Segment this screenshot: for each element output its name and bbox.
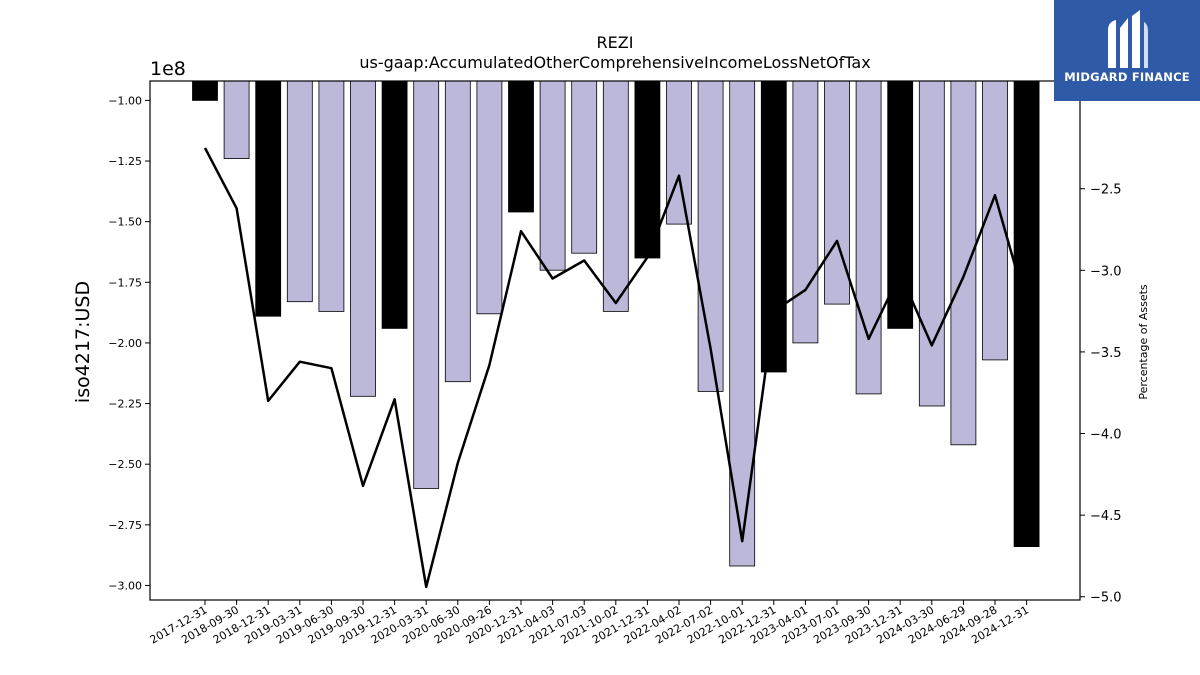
y-tick-label: −2.50 — [108, 458, 142, 471]
bar-2019-06-30 — [318, 80, 345, 312]
bar-2017-12-31 — [192, 80, 218, 101]
y-offset-label: 1e8 — [150, 58, 186, 80]
bar-2018-12-31 — [255, 80, 282, 317]
line-layer — [203, 147, 1028, 589]
bar-2020-09-26 — [476, 80, 503, 315]
y-tick-label: −2.00 — [108, 337, 142, 350]
brand-name: MIDGARD FINANCE — [1064, 70, 1190, 84]
y2-tick-label: −3.0 — [1090, 264, 1122, 279]
bar-2021-07-03 — [571, 80, 598, 254]
bar-2021-10-02 — [602, 80, 629, 312]
y-tick-label: −2.75 — [108, 519, 142, 532]
bar-2019-09-30 — [350, 80, 376, 397]
bar-2024-12-31 — [1013, 80, 1040, 548]
y-axis-label: iso4217:USD — [72, 281, 94, 403]
y2-tick-label: −4.0 — [1090, 428, 1122, 443]
bar-2023-09-30 — [855, 80, 882, 395]
bar-2023-12-31 — [887, 80, 914, 329]
bar-2022-12-31 — [760, 80, 787, 373]
y-tick-label: −1.75 — [108, 276, 142, 289]
y2-tick-label: −3.5 — [1090, 346, 1122, 361]
chart-subtitle: us-gaap:AccumulatedOtherComprehensiveInc… — [359, 53, 870, 72]
y2-tick-label: −2.5 — [1090, 183, 1122, 198]
percentage-line — [203, 147, 1028, 589]
y2-axis-label: Percentage of Assets — [1137, 284, 1150, 400]
bar-2022-07-02 — [697, 80, 724, 392]
plot-frame — [149, 80, 1081, 601]
y-tick-label: −3.00 — [108, 579, 142, 592]
y-tick-label: −1.00 — [108, 94, 142, 107]
y-tick-label: −1.25 — [108, 155, 142, 168]
chart-title: REZI — [597, 33, 634, 52]
bar-layer — [192, 80, 1040, 567]
bar-2024-03-30 — [918, 80, 945, 407]
bar-2020-03-31 — [413, 80, 440, 489]
y-tick-label: −1.50 — [108, 216, 142, 229]
bar-2020-12-31 — [508, 80, 534, 213]
bar-2021-12-31 — [634, 80, 661, 259]
bar-2021-04-03 — [539, 80, 566, 271]
bar-2022-04-02 — [666, 80, 692, 225]
y-tick-label: −2.25 — [108, 398, 142, 411]
y2-tick-label: −4.5 — [1090, 509, 1122, 524]
bar-2024-06-29 — [950, 80, 977, 446]
bar-2018-09-30 — [223, 80, 250, 159]
bar-2023-04-01 — [792, 80, 819, 344]
midgard-logo-icon — [1108, 10, 1148, 68]
bar-2019-03-31 — [286, 80, 313, 303]
brand-logo: MIDGARD FINANCE — [1054, 0, 1200, 101]
bar-2019-12-31 — [381, 80, 408, 329]
y2-tick-label: −5.0 — [1090, 591, 1122, 606]
bar-2020-06-30 — [444, 80, 471, 383]
